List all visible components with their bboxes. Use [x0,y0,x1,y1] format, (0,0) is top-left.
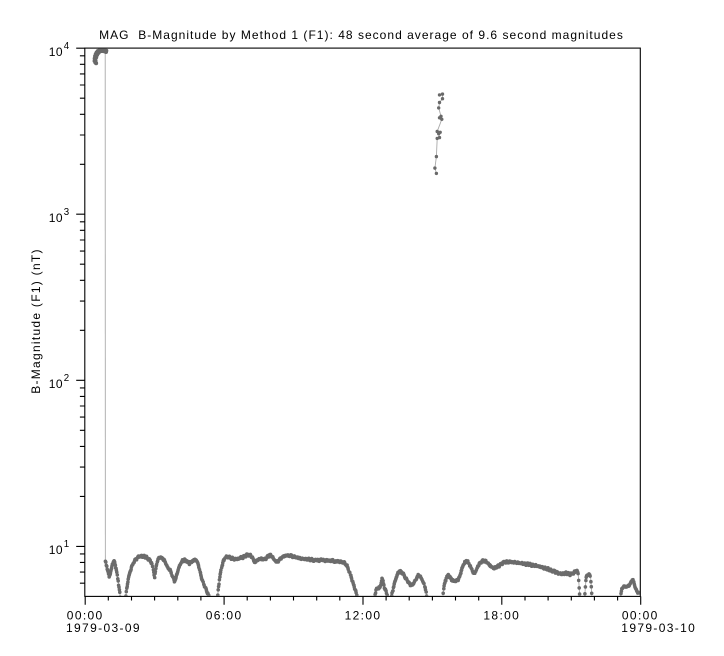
svg-text:1979-03-09: 1979-03-09 [66,621,141,635]
svg-text:1979-03-10: 1979-03-10 [621,621,696,635]
svg-text:18:00: 18:00 [483,608,520,622]
svg-text:MAG B-Magnitude by Method 1 (: MAG B-Magnitude by Method 1 (F1): 48 sec… [99,28,624,42]
svg-text:00:00: 00:00 [622,608,659,622]
svg-text:06:00: 06:00 [206,608,243,622]
svg-text:12:00: 12:00 [345,608,382,622]
svg-text:00:00: 00:00 [67,608,104,622]
svg-text:B-Magnitude (F1) (nT): B-Magnitude (F1) (nT) [29,248,43,394]
